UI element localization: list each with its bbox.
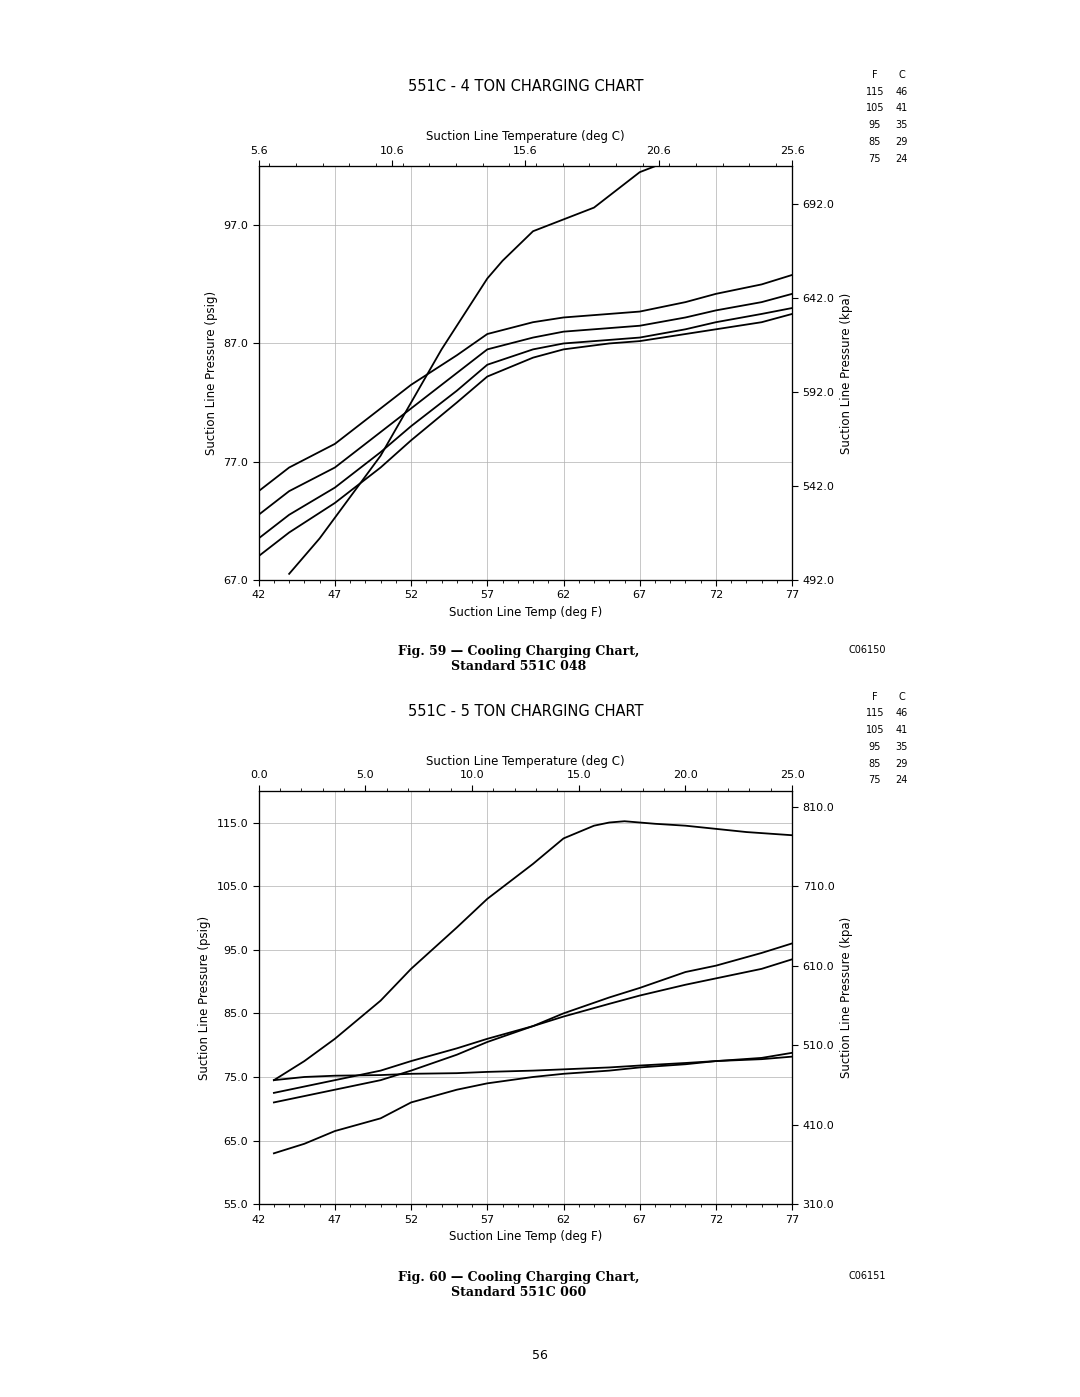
Title: 551C - 5 TON CHARGING CHART: 551C - 5 TON CHARGING CHART: [407, 704, 644, 719]
Text: C06150: C06150: [848, 645, 886, 655]
Text: 46: 46: [895, 87, 908, 96]
Text: 29: 29: [895, 137, 908, 147]
Text: 85: 85: [868, 137, 881, 147]
X-axis label: Suction Line Temperature (deg C): Suction Line Temperature (deg C): [427, 754, 624, 768]
Text: 85: 85: [868, 759, 881, 768]
Text: F: F: [872, 70, 878, 80]
X-axis label: Suction Line Temp (deg F): Suction Line Temp (deg F): [449, 1231, 602, 1243]
Text: 75: 75: [868, 154, 881, 163]
Text: 551B,C: 551B,C: [30, 676, 41, 721]
Y-axis label: Suction Line Pressure (psig): Suction Line Pressure (psig): [205, 291, 218, 455]
Text: 24: 24: [895, 154, 908, 163]
Text: 95: 95: [868, 120, 881, 130]
Title: 551C - 4 TON CHARGING CHART: 551C - 4 TON CHARGING CHART: [407, 80, 644, 95]
Text: 105: 105: [865, 103, 885, 113]
Text: 41: 41: [895, 103, 908, 113]
Y-axis label: Suction Line Pressure (psig): Suction Line Pressure (psig): [198, 915, 211, 1080]
Text: 95: 95: [868, 742, 881, 752]
Text: 24: 24: [895, 775, 908, 785]
X-axis label: Suction Line Temperature (deg C): Suction Line Temperature (deg C): [427, 130, 624, 144]
Text: 35: 35: [895, 120, 908, 130]
Y-axis label: Suction Line Pressure (kpa): Suction Line Pressure (kpa): [840, 292, 853, 454]
Y-axis label: Suction Line Pressure (kpa): Suction Line Pressure (kpa): [840, 916, 853, 1078]
X-axis label: Suction Line Temp (deg F): Suction Line Temp (deg F): [449, 606, 602, 619]
Text: 29: 29: [895, 759, 908, 768]
Text: 105: 105: [865, 725, 885, 735]
Text: 46: 46: [895, 708, 908, 718]
Text: 35: 35: [895, 742, 908, 752]
Text: C: C: [899, 70, 905, 80]
Text: 75: 75: [868, 775, 881, 785]
Text: C06151: C06151: [848, 1271, 886, 1281]
Text: Fig. 59 — Cooling Charging Chart,
Standard 551C 048: Fig. 59 — Cooling Charging Chart, Standa…: [397, 645, 639, 673]
Text: 41: 41: [895, 725, 908, 735]
Text: Fig. 60 — Cooling Charging Chart,
Standard 551C 060: Fig. 60 — Cooling Charging Chart, Standa…: [397, 1271, 639, 1299]
Text: C: C: [899, 692, 905, 701]
Text: 115: 115: [865, 708, 885, 718]
Text: 115: 115: [865, 87, 885, 96]
Text: F: F: [872, 692, 878, 701]
Text: 56: 56: [532, 1348, 548, 1362]
